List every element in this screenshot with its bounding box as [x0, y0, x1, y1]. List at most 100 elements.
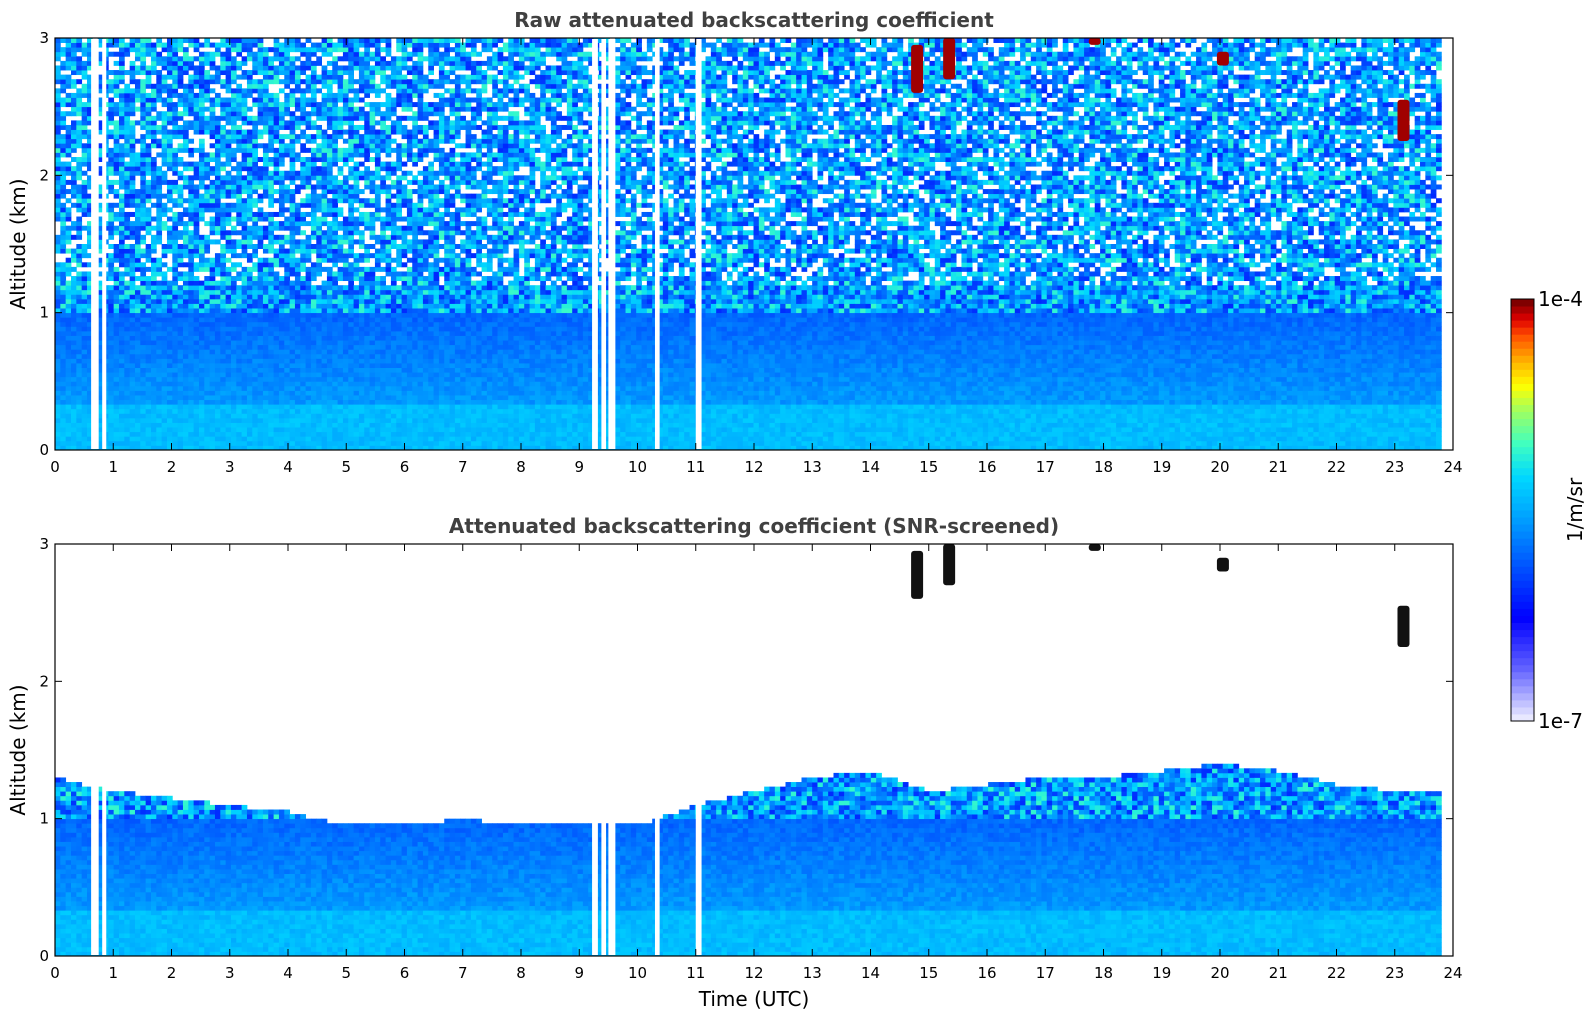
heatmap-cell	[156, 130, 162, 135]
heatmap-cell	[194, 290, 200, 295]
heatmap-cell	[151, 276, 157, 281]
heatmap-cell	[268, 418, 274, 423]
heatmap-cell	[236, 441, 242, 446]
heatmap-cell	[343, 152, 349, 157]
heatmap-cell	[124, 262, 130, 267]
heatmap-cell	[124, 194, 130, 199]
heatmap-cell	[354, 143, 360, 148]
heatmap-cell	[146, 381, 152, 386]
heatmap-cell	[364, 249, 370, 254]
heatmap-cell	[274, 368, 280, 373]
heatmap-cell	[60, 372, 66, 377]
heatmap-cell	[343, 363, 349, 368]
heatmap-cell	[199, 267, 205, 272]
heatmap-cell	[327, 395, 333, 400]
heatmap-cell	[242, 111, 248, 116]
heatmap-cell	[348, 409, 354, 414]
heatmap-cell	[348, 79, 354, 84]
heatmap-cell	[188, 427, 194, 432]
heatmap-cell	[268, 326, 274, 331]
heatmap-cell	[332, 354, 338, 359]
heatmap-cell	[130, 130, 136, 135]
heatmap-cell	[146, 84, 152, 89]
heatmap-cell	[151, 43, 157, 48]
heatmap-cell	[66, 98, 72, 103]
heatmap-cell	[375, 189, 381, 194]
heatmap-cell	[231, 157, 237, 162]
heatmap-cell	[386, 175, 392, 180]
heatmap-cell	[247, 427, 253, 432]
heatmap-cell	[124, 88, 130, 93]
heatmap-cell	[71, 125, 77, 130]
heatmap-cell	[167, 207, 173, 212]
heatmap-cell	[380, 253, 386, 258]
heatmap-cell	[204, 61, 210, 66]
heatmap-cell	[386, 404, 392, 409]
heatmap-cell	[231, 427, 237, 432]
heatmap-cell	[364, 368, 370, 373]
heatmap-cell	[130, 143, 136, 148]
heatmap-cell	[146, 107, 152, 112]
heatmap-cell	[316, 326, 322, 331]
heatmap-cell	[242, 98, 248, 103]
heatmap-cell	[284, 194, 290, 199]
heatmap-cell	[258, 207, 264, 212]
heatmap-cell	[119, 262, 125, 267]
heatmap-cell	[172, 148, 178, 153]
heatmap-cell	[380, 134, 386, 139]
heatmap-cell	[82, 290, 88, 295]
heatmap-cell	[364, 285, 370, 290]
heatmap-cell	[332, 358, 338, 363]
heatmap-cell	[124, 162, 130, 167]
heatmap-cell	[242, 363, 248, 368]
heatmap-cell	[156, 198, 162, 203]
heatmap-cell	[178, 395, 184, 400]
heatmap-cell	[380, 125, 386, 130]
heatmap-cell	[167, 157, 173, 162]
heatmap-cell	[332, 423, 338, 428]
heatmap-cell	[108, 180, 114, 185]
heatmap-cell	[82, 212, 88, 217]
heatmap-cell	[66, 75, 72, 80]
heatmap-cell	[124, 381, 130, 386]
heatmap-cell	[359, 432, 365, 437]
heatmap-cell	[364, 116, 370, 121]
heatmap-cell	[167, 432, 173, 437]
heatmap-cell	[114, 180, 120, 185]
heatmap-cell	[348, 221, 354, 226]
heatmap-cell	[348, 390, 354, 395]
heatmap-cell	[188, 308, 194, 313]
heatmap-cell	[242, 441, 248, 446]
heatmap-cell	[380, 377, 386, 382]
heatmap-cell	[332, 253, 338, 258]
heatmap-cell	[359, 400, 365, 405]
heatmap-cell	[247, 368, 253, 373]
heatmap-cell	[204, 262, 210, 267]
heatmap-cell	[204, 395, 210, 400]
heatmap-cell	[172, 427, 178, 432]
heatmap-cell	[279, 262, 285, 267]
heatmap-cell	[114, 336, 120, 341]
heatmap-cell	[290, 75, 296, 80]
heatmap-cell	[348, 52, 354, 57]
heatmap-cell	[226, 239, 232, 244]
heatmap-cell	[258, 56, 264, 61]
heatmap-cell	[226, 432, 232, 437]
heatmap-cell	[119, 372, 125, 377]
heatmap-cell	[332, 198, 338, 203]
heatmap-cell	[327, 336, 333, 341]
heatmap-cell	[66, 171, 72, 176]
heatmap-cell	[311, 221, 317, 226]
heatmap-cell	[370, 52, 376, 57]
heatmap-cell	[242, 267, 248, 272]
heatmap-cell	[380, 166, 386, 171]
heatmap-cell	[71, 400, 77, 405]
heatmap-cell	[71, 47, 77, 52]
heatmap-cell	[82, 125, 88, 130]
heatmap-cell	[60, 152, 66, 157]
heatmap-cell	[279, 281, 285, 286]
heatmap-cell	[114, 203, 120, 208]
heatmap-cell	[327, 441, 333, 446]
heatmap-cell	[380, 294, 386, 299]
heatmap-cell	[316, 258, 322, 263]
